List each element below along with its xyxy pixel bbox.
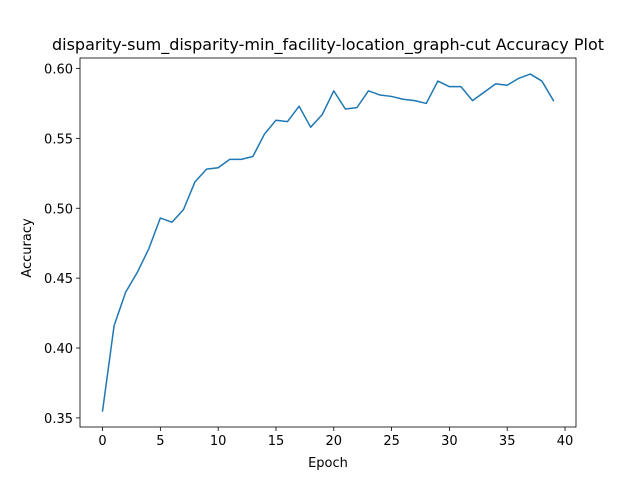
- x-tick-label: 25: [383, 434, 400, 449]
- y-tick-label: 0.35: [44, 412, 73, 427]
- x-tick-label: 10: [210, 434, 227, 449]
- x-tick-label: 0: [98, 434, 106, 449]
- y-tick-label: 0.60: [44, 62, 73, 77]
- x-tick-label: 40: [557, 434, 574, 449]
- x-tick-label: 30: [441, 434, 458, 449]
- plot-area: 0 5 10 15 20 25 30 35 40 0.35 0.40 0.45 0.50 0.55 0.60: [44, 57, 577, 449]
- x-tick-label: 35: [499, 434, 516, 449]
- y-tick-label: 0.45: [44, 272, 73, 287]
- chart-title: disparity-sum_disparity-min_facility-loc…: [52, 35, 604, 55]
- x-axis-label: Epoch: [308, 456, 348, 471]
- x-tick-label: 5: [156, 434, 164, 449]
- series-line-0: [101, 73, 555, 412]
- y-tick-label: 0.50: [44, 202, 73, 217]
- y-tick-label: 0.55: [44, 132, 73, 147]
- x-tick-label: 20: [326, 434, 343, 449]
- x-tick-label: 15: [268, 434, 285, 449]
- plot-frame: [79, 57, 577, 428]
- y-tick-label: 0.40: [44, 342, 73, 357]
- y-axis-label: Accuracy: [20, 218, 35, 278]
